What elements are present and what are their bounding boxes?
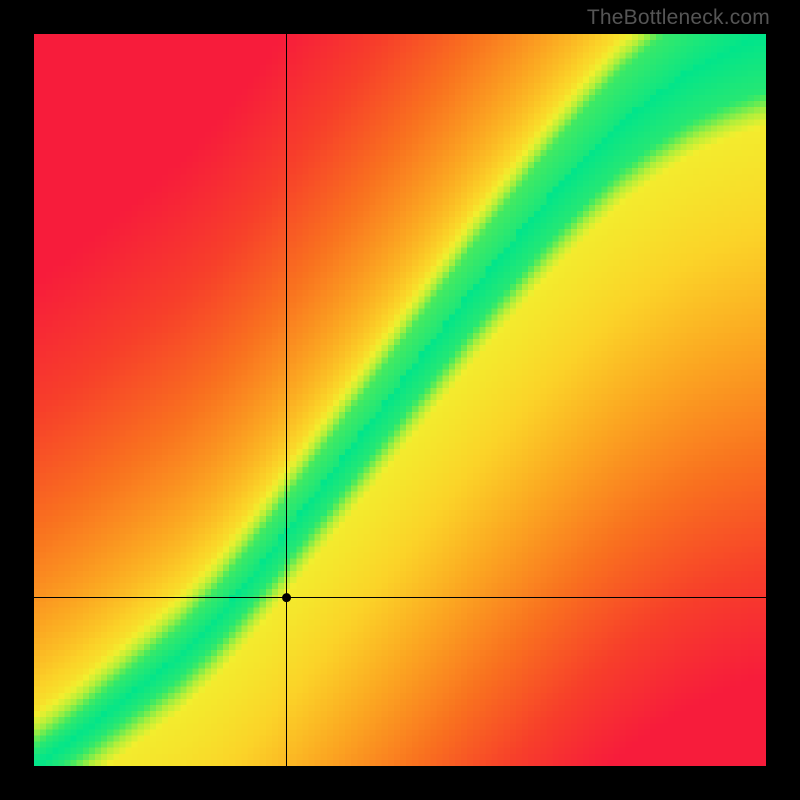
bottleneck-heatmap xyxy=(34,34,766,766)
chart-container: TheBottleneck.com xyxy=(0,0,800,800)
source-watermark: TheBottleneck.com xyxy=(587,6,770,30)
